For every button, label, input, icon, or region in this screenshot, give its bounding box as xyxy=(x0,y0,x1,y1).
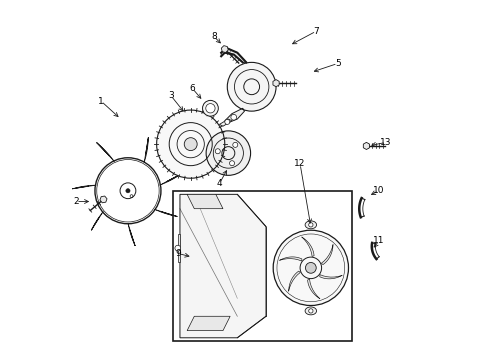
Circle shape xyxy=(230,114,236,120)
Circle shape xyxy=(232,142,237,147)
Circle shape xyxy=(215,149,220,154)
Circle shape xyxy=(305,262,316,273)
Polygon shape xyxy=(128,223,135,246)
Circle shape xyxy=(224,120,229,125)
Polygon shape xyxy=(187,194,223,209)
Ellipse shape xyxy=(305,307,316,315)
Text: 10: 10 xyxy=(372,186,384,195)
Polygon shape xyxy=(178,234,180,262)
Text: 5: 5 xyxy=(334,59,340,68)
Circle shape xyxy=(227,62,276,111)
Text: 4: 4 xyxy=(216,179,222,188)
Circle shape xyxy=(175,245,180,251)
Text: 1: 1 xyxy=(98,96,104,105)
Text: 12: 12 xyxy=(294,159,305,168)
Polygon shape xyxy=(187,316,230,330)
Text: 6: 6 xyxy=(189,84,195,93)
Polygon shape xyxy=(180,194,265,338)
Circle shape xyxy=(156,110,224,178)
Circle shape xyxy=(308,223,312,227)
Circle shape xyxy=(229,161,234,166)
Polygon shape xyxy=(72,185,96,189)
Circle shape xyxy=(125,189,130,193)
Text: 7: 7 xyxy=(313,27,319,36)
Polygon shape xyxy=(279,257,302,261)
Circle shape xyxy=(273,230,348,306)
Polygon shape xyxy=(224,108,244,123)
Polygon shape xyxy=(91,212,103,230)
Polygon shape xyxy=(160,173,182,185)
Circle shape xyxy=(205,104,215,113)
Polygon shape xyxy=(97,143,114,162)
Text: 8: 8 xyxy=(211,32,217,41)
Text: 11: 11 xyxy=(372,237,384,246)
Polygon shape xyxy=(144,137,148,163)
Polygon shape xyxy=(219,119,231,126)
Text: 13: 13 xyxy=(380,138,391,147)
Ellipse shape xyxy=(305,221,316,229)
Circle shape xyxy=(308,309,312,313)
Circle shape xyxy=(206,131,250,175)
Circle shape xyxy=(202,100,218,116)
Polygon shape xyxy=(301,237,313,256)
Polygon shape xyxy=(221,48,246,62)
Text: 2: 2 xyxy=(73,197,79,206)
Polygon shape xyxy=(319,275,342,279)
Text: 9: 9 xyxy=(175,249,181,258)
Bar xyxy=(172,191,351,341)
Polygon shape xyxy=(321,244,332,265)
Polygon shape xyxy=(288,271,300,291)
Polygon shape xyxy=(307,279,319,299)
Text: 3: 3 xyxy=(168,91,174,100)
Circle shape xyxy=(184,138,197,150)
Polygon shape xyxy=(154,209,177,216)
